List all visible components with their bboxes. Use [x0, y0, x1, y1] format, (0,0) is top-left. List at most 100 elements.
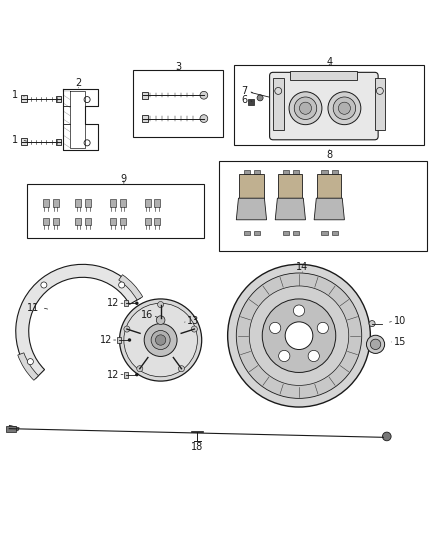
Bar: [110, 199, 116, 207]
Bar: [124, 300, 128, 306]
Text: 4: 4: [326, 58, 332, 67]
Bar: [239, 174, 264, 198]
Bar: [248, 99, 254, 105]
Circle shape: [119, 282, 125, 288]
Bar: [273, 78, 284, 130]
Circle shape: [156, 316, 165, 325]
Circle shape: [120, 299, 202, 381]
Polygon shape: [314, 198, 344, 220]
Bar: [145, 199, 151, 207]
Bar: [133, 70, 223, 137]
Bar: [75, 199, 81, 207]
Circle shape: [124, 303, 198, 377]
Bar: [6, 426, 16, 432]
Bar: [53, 199, 59, 207]
Bar: [75, 217, 81, 225]
Circle shape: [128, 338, 131, 342]
Bar: [120, 199, 126, 207]
Text: 14: 14: [297, 262, 309, 272]
Bar: [142, 115, 148, 122]
Bar: [283, 170, 289, 174]
Circle shape: [27, 359, 33, 365]
Bar: [283, 231, 289, 236]
Circle shape: [137, 366, 143, 372]
Circle shape: [308, 350, 319, 361]
Bar: [110, 217, 116, 225]
Circle shape: [382, 432, 391, 441]
Bar: [374, 78, 385, 130]
Bar: [321, 231, 328, 236]
Bar: [332, 170, 338, 174]
Bar: [142, 92, 148, 99]
Bar: [21, 95, 27, 102]
Bar: [85, 217, 91, 225]
Circle shape: [151, 330, 170, 350]
Bar: [254, 231, 260, 236]
Text: 8: 8: [326, 150, 332, 160]
Text: 18: 18: [191, 442, 204, 453]
Text: 3: 3: [175, 62, 181, 72]
Bar: [278, 174, 303, 198]
Circle shape: [158, 302, 164, 308]
Bar: [154, 199, 160, 207]
Circle shape: [333, 97, 356, 119]
Text: 15: 15: [394, 337, 406, 347]
Circle shape: [135, 302, 138, 305]
Circle shape: [300, 102, 311, 114]
Text: 6: 6: [241, 94, 247, 104]
Bar: [244, 231, 250, 236]
Circle shape: [269, 322, 281, 334]
Circle shape: [144, 324, 177, 357]
Text: 1: 1: [12, 135, 18, 145]
Bar: [293, 170, 299, 174]
Circle shape: [369, 320, 375, 327]
Text: 12: 12: [99, 335, 112, 345]
Circle shape: [328, 92, 361, 125]
Bar: [154, 217, 160, 225]
Circle shape: [257, 95, 263, 101]
Circle shape: [200, 115, 208, 123]
Circle shape: [178, 366, 184, 372]
Circle shape: [155, 335, 166, 345]
Text: 9: 9: [121, 174, 127, 184]
Bar: [43, 199, 49, 207]
Bar: [117, 337, 121, 343]
Bar: [124, 372, 128, 378]
Bar: [332, 231, 338, 236]
Text: 2: 2: [75, 78, 81, 88]
Circle shape: [262, 299, 336, 373]
Bar: [43, 217, 49, 225]
Wedge shape: [18, 353, 39, 380]
Circle shape: [317, 322, 328, 334]
Bar: [56, 96, 61, 102]
Text: 7: 7: [241, 86, 247, 96]
Polygon shape: [9, 425, 19, 431]
Bar: [321, 170, 328, 174]
Text: 12: 12: [107, 298, 119, 308]
Circle shape: [236, 273, 362, 398]
Circle shape: [285, 322, 313, 350]
Polygon shape: [275, 198, 305, 220]
Text: 11: 11: [27, 303, 39, 312]
Bar: [145, 217, 151, 225]
Bar: [293, 231, 299, 236]
Circle shape: [338, 102, 350, 114]
Circle shape: [124, 326, 130, 332]
Bar: [290, 70, 357, 80]
Circle shape: [293, 305, 304, 316]
Circle shape: [371, 339, 381, 350]
Text: 12: 12: [107, 369, 119, 379]
Circle shape: [279, 350, 290, 361]
Bar: [254, 170, 260, 174]
Text: 16: 16: [141, 310, 153, 320]
Bar: [244, 170, 250, 174]
Circle shape: [249, 286, 349, 385]
Text: 1: 1: [12, 90, 18, 100]
Polygon shape: [236, 198, 267, 220]
Bar: [219, 160, 427, 252]
Bar: [21, 139, 27, 146]
Wedge shape: [119, 274, 143, 300]
Bar: [56, 139, 61, 145]
Bar: [317, 174, 341, 198]
Bar: [234, 66, 424, 146]
